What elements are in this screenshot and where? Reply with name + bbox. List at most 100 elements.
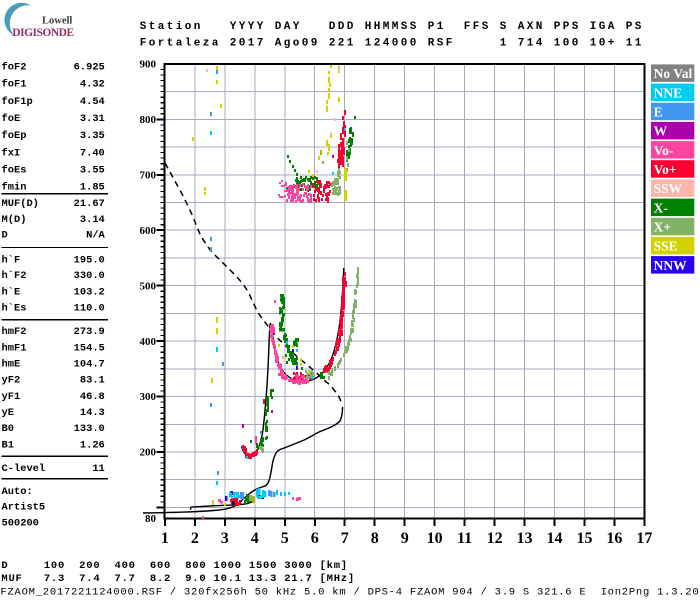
svg-text:hmF2: hmF2: [2, 326, 27, 338]
svg-text:h`E: h`E: [2, 287, 21, 299]
svg-text:110.0: 110.0: [74, 302, 105, 314]
svg-text:fxI: fxI: [2, 147, 21, 159]
svg-text:foE: foE: [2, 113, 21, 125]
svg-text:foF2: foF2: [2, 62, 27, 74]
svg-text:P1: P1: [428, 21, 446, 33]
svg-text:221: 221: [329, 37, 356, 49]
svg-text:103.2: 103.2: [74, 287, 105, 299]
svg-text:124000: 124000: [365, 37, 419, 49]
svg-text:7.40: 7.40: [80, 147, 105, 159]
svg-text:fmin: fmin: [2, 182, 27, 194]
svg-text:600: 600: [140, 225, 157, 237]
svg-text:400: 400: [140, 336, 157, 348]
svg-text:15: 15: [577, 530, 593, 547]
svg-text:200: 200: [140, 447, 157, 459]
svg-text:X-: X-: [654, 200, 668, 215]
svg-text:900: 900: [140, 59, 157, 71]
svg-text:273.9: 273.9: [74, 326, 105, 338]
svg-text:Vo+: Vo+: [654, 162, 677, 177]
svg-text:SSE: SSE: [654, 239, 678, 254]
svg-text:Station: Station: [140, 21, 203, 33]
svg-text:yE: yE: [2, 407, 14, 419]
svg-text:4.54: 4.54: [80, 96, 105, 108]
svg-text:1.85: 1.85: [80, 182, 105, 194]
svg-text:46.8: 46.8: [80, 391, 105, 403]
svg-text:80: 80: [145, 513, 157, 525]
svg-text:foF1p: foF1p: [2, 96, 33, 108]
svg-text:300: 300: [140, 391, 157, 403]
svg-text:83.1: 83.1: [80, 374, 105, 386]
svg-text:3.14: 3.14: [80, 214, 105, 226]
svg-text:13: 13: [517, 530, 533, 547]
svg-text:FZAOM_2017221124000.RSF / 320f: FZAOM_2017221124000.RSF / 320fx256h 50 k…: [0, 587, 699, 599]
svg-text:5: 5: [281, 530, 289, 547]
svg-text:AXN: AXN: [518, 21, 545, 33]
svg-text:NNW: NNW: [654, 258, 687, 273]
svg-text:3: 3: [221, 530, 229, 547]
svg-text:X+: X+: [654, 220, 671, 235]
svg-text:DAY: DAY: [275, 21, 302, 33]
svg-text:PPS: PPS: [554, 21, 581, 33]
svg-text:11: 11: [457, 530, 472, 547]
svg-text:foEp: foEp: [2, 130, 27, 142]
svg-text:N/A: N/A: [86, 230, 105, 242]
svg-text:No Val: No Val: [654, 66, 693, 81]
svg-text:HHMMSS: HHMMSS: [365, 21, 419, 33]
svg-text:FFS: FFS: [464, 21, 491, 33]
svg-text:foEs: foEs: [2, 165, 27, 177]
svg-text:330.0: 330.0: [74, 270, 105, 282]
svg-text:Lowell: Lowell: [42, 16, 72, 27]
svg-text:DDD: DDD: [329, 21, 356, 33]
svg-text:M(D): M(D): [2, 214, 27, 226]
svg-text:yF2: yF2: [2, 374, 21, 386]
svg-text:10+: 10+: [590, 37, 617, 49]
svg-text:500200: 500200: [2, 517, 39, 529]
svg-text:h`F: h`F: [2, 254, 21, 266]
svg-text:B1: B1: [2, 439, 14, 451]
svg-text:21.67: 21.67: [74, 198, 105, 210]
svg-text:133.0: 133.0: [74, 423, 105, 435]
svg-text:Fortaleza: Fortaleza: [140, 37, 221, 49]
svg-text:500: 500: [140, 280, 157, 292]
svg-text:IGA: IGA: [590, 21, 617, 33]
svg-text:700: 700: [140, 170, 157, 182]
svg-text:RSF: RSF: [428, 37, 455, 49]
svg-text:17: 17: [636, 530, 652, 547]
svg-text:YYYY: YYYY: [230, 21, 266, 33]
svg-text:B0: B0: [2, 423, 14, 435]
svg-text:14.3: 14.3: [80, 407, 105, 419]
svg-text:10: 10: [427, 530, 443, 547]
svg-text:6.925: 6.925: [74, 62, 105, 74]
svg-text:foF1: foF1: [2, 79, 27, 91]
svg-text:4: 4: [251, 530, 259, 547]
svg-text:SSW: SSW: [654, 181, 683, 196]
svg-text:2017: 2017: [230, 37, 266, 49]
svg-text:16: 16: [606, 530, 622, 547]
svg-text:hmF1: hmF1: [2, 342, 27, 354]
svg-text:1.26: 1.26: [80, 439, 105, 451]
svg-text:6: 6: [311, 530, 319, 547]
svg-text:C-level: C-level: [2, 463, 46, 475]
svg-text:154.5: 154.5: [74, 342, 105, 354]
svg-text:S: S: [500, 21, 509, 33]
svg-text:11: 11: [626, 37, 644, 49]
svg-text:104.7: 104.7: [74, 359, 105, 371]
svg-text:7: 7: [341, 530, 349, 547]
svg-text:Artist5: Artist5: [2, 502, 46, 514]
svg-text:NNE: NNE: [654, 85, 683, 100]
svg-text:195.0: 195.0: [74, 254, 105, 266]
svg-text:4.32: 4.32: [80, 79, 105, 91]
svg-text:800: 800: [140, 114, 157, 126]
svg-text:D 100 200 400 600 800: D 100 200 400 600 800 1000 1500 3000 [km…: [1, 560, 347, 572]
svg-text:E: E: [654, 105, 663, 120]
svg-text:yF1: yF1: [2, 391, 21, 403]
svg-text:100: 100: [554, 37, 581, 49]
svg-text:9: 9: [401, 530, 409, 547]
svg-text:W: W: [654, 124, 668, 139]
svg-text:DIGISONDE: DIGISONDE: [12, 27, 74, 39]
svg-text:Auto:: Auto:: [2, 486, 33, 498]
svg-text:714: 714: [518, 37, 545, 49]
svg-text:1: 1: [161, 530, 169, 547]
svg-text:h`F2: h`F2: [2, 270, 27, 282]
svg-text:PS: PS: [626, 21, 644, 33]
